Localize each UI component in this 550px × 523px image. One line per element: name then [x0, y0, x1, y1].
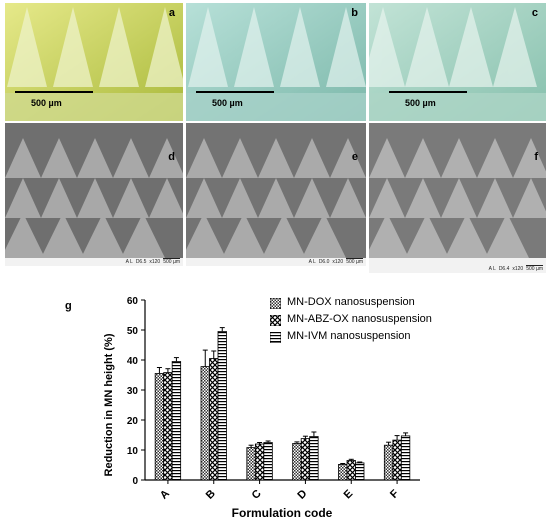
bar-F-0	[383, 444, 394, 481]
x-axis-label: Formulation code	[232, 506, 333, 520]
sem-panel-f: f A L D6.4 x120 500 µm	[369, 123, 546, 273]
bar-E-1	[346, 460, 356, 481]
sem-info-d: A L D6.5 x120 500 µm	[125, 258, 180, 265]
x-tick-label-E: E	[342, 488, 356, 502]
chart-axes: 0 10 20 30 40 50 60 A B C D E F	[127, 296, 420, 502]
panel-label-e: e	[351, 151, 358, 163]
y-tick-label: 60	[127, 296, 139, 307]
bar-D-0	[292, 442, 302, 481]
x-tick-label-A: A	[158, 488, 172, 502]
sem-info-f: A L D6.4 x120 500 µm	[488, 265, 543, 272]
legend-swatch-abz	[270, 315, 281, 326]
y-tick-label: 50	[127, 326, 139, 337]
y-tick-label: 20	[127, 416, 139, 427]
sem-panel-e: e A L D6.0 x120 500 µm	[186, 123, 366, 266]
bar-F-2	[400, 435, 411, 481]
x-tick-label-B: B	[204, 488, 218, 502]
y-tick-label: 30	[127, 386, 139, 397]
bar-F-1	[392, 439, 402, 481]
microneedle-array-image-b	[186, 3, 366, 121]
y-tick-label: 10	[127, 446, 139, 457]
scale-text-c: 500 µm	[405, 98, 436, 108]
scale-bar-a	[15, 91, 93, 93]
bar-E-0	[338, 463, 348, 481]
legend-label-dox: MN-DOX nanosuspension	[287, 296, 415, 308]
panel-label-g: g	[65, 300, 72, 312]
sem-image-e	[186, 123, 366, 266]
bar-B-2	[217, 331, 227, 481]
bar-E-2	[355, 462, 365, 481]
legend-swatch-dox	[270, 298, 281, 309]
legend-label-abz: MN-ABZ-OX nanosuspension	[287, 313, 432, 325]
sem-info-e: A L D6.0 x120 500 µm	[308, 258, 363, 265]
bar-C-0	[246, 447, 256, 481]
micrograph-panel-b: b 500 µm	[186, 3, 366, 121]
micrograph-panel-c: c 500 µm	[369, 3, 546, 121]
bar-B-0	[200, 366, 210, 481]
x-tick-label-D: D	[295, 488, 309, 502]
panel-label-d: d	[168, 151, 175, 163]
legend-swatch-ivm	[270, 332, 281, 343]
bar-A-0	[154, 373, 165, 481]
bar-C-1	[254, 443, 265, 481]
y-tick-label: 0	[132, 476, 138, 487]
bar-D-2	[309, 436, 319, 481]
panel-label-c: c	[531, 7, 538, 19]
bar-C-2	[263, 442, 273, 481]
chart-error-bars	[156, 327, 409, 465]
sem-panel-d: d A L D6.5 x120 500 µm	[5, 123, 183, 266]
scale-text-b: 500 µm	[212, 98, 243, 108]
scale-bar-c	[389, 91, 467, 93]
legend-label-ivm: MN-IVM nanosuspension	[287, 330, 411, 342]
bar-chart: 0 10 20 30 40 50 60 A B C D E F Reduction in MN heig…	[103, 296, 420, 520]
bar-A-1	[163, 372, 173, 481]
bar-D-1	[300, 438, 311, 481]
chart-bars	[154, 331, 411, 481]
scale-bar-b	[196, 91, 274, 93]
microneedle-array-image-c	[369, 3, 546, 121]
microneedle-array-image-a	[5, 3, 183, 121]
panel-label-b: b	[351, 7, 358, 19]
scale-text-a: 500 µm	[31, 98, 62, 108]
x-tick-label-C: C	[250, 488, 264, 502]
bar-B-1	[209, 358, 219, 481]
micrograph-panel-a: a 500 µm	[5, 3, 183, 121]
y-tick-label: 40	[127, 356, 139, 367]
sem-image-d	[5, 123, 183, 266]
y-axis-label: Reduction in MN height (%)	[103, 333, 115, 476]
sem-image-f	[369, 123, 546, 273]
panel-label-f: f	[534, 151, 538, 163]
panel-label-a: a	[168, 7, 175, 19]
bar-A-2	[171, 361, 182, 481]
x-tick-label-F: F	[388, 487, 401, 500]
